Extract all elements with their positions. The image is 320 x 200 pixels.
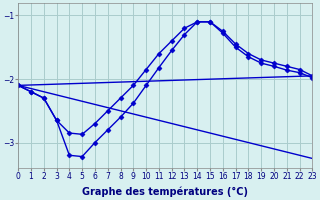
X-axis label: Graphe des températures (°C): Graphe des températures (°C)	[82, 187, 248, 197]
